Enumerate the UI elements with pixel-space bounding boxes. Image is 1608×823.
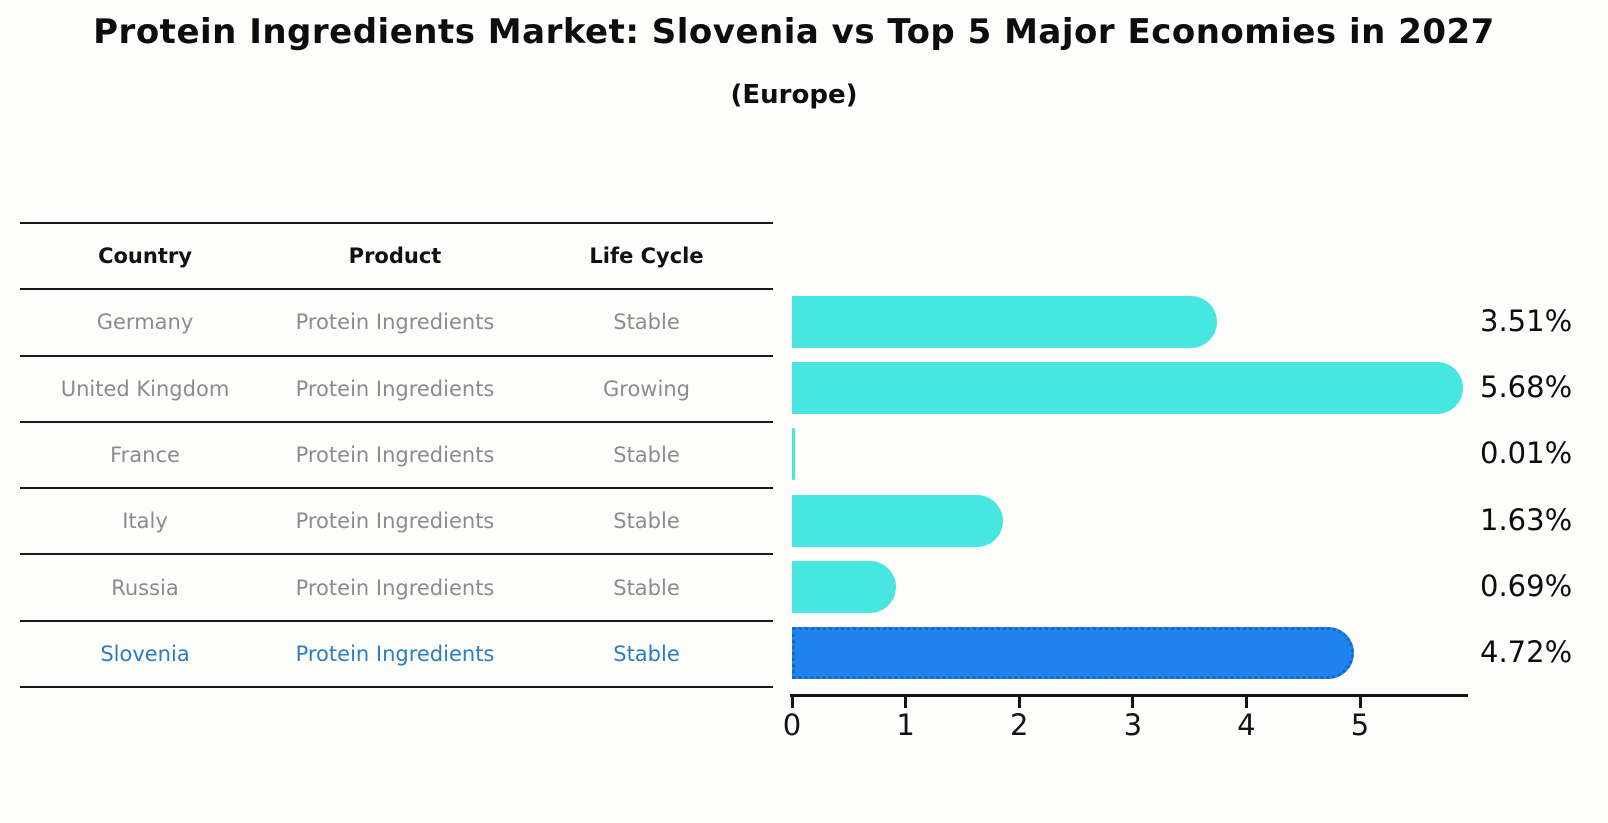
value-label-italy: 1.63%	[1480, 502, 1573, 537]
cell-life-cycle: Stable	[613, 443, 680, 468]
x-axis-tick-label: 5	[1350, 708, 1370, 742]
cell-life-cycle: Growing	[603, 376, 690, 401]
x-axis-tick-label: 2	[1009, 708, 1029, 742]
cell-product: Protein Ingredients	[295, 509, 495, 534]
column-header-life-cycle: Life Cycle	[589, 244, 704, 269]
x-axis-tick	[790, 697, 794, 708]
country-table: Country Product Life Cycle Germany Prote…	[20, 222, 773, 689]
column-header-product: Product	[348, 244, 442, 269]
cell-country: France	[110, 443, 180, 468]
x-axis-tick-label: 0	[782, 708, 802, 742]
cell-life-cycle: Stable	[613, 575, 680, 600]
cell-product: Protein Ingredients	[295, 443, 495, 468]
chart-title: Protein Ingredients Market: Slovenia vs …	[93, 12, 1495, 52]
x-axis-tick-label: 4	[1237, 708, 1256, 742]
cell-country: Germany	[96, 310, 194, 335]
bar-germany	[792, 296, 1217, 348]
cell-country: Slovenia	[100, 641, 190, 666]
cell-country: United Kingdom	[60, 376, 230, 401]
value-label-russia: 0.69%	[1480, 568, 1573, 603]
x-axis-tick	[1358, 697, 1362, 708]
value-label-france: 0.01%	[1480, 436, 1573, 471]
bar-slovenia	[792, 627, 1355, 679]
cell-product: Protein Ingredients	[295, 310, 495, 335]
cell-life-cycle: Stable	[613, 310, 680, 335]
table-row: France Protein Ingredients Stable	[20, 423, 773, 490]
x-axis-tick-label: 1	[896, 708, 915, 742]
table-row: Germany Protein Ingredients Stable	[20, 290, 773, 357]
table-row: Russia Protein Ingredients Stable	[20, 555, 773, 622]
x-axis	[790, 694, 1468, 697]
cell-product: Protein Ingredients	[295, 376, 495, 401]
cell-life-cycle: Stable	[613, 509, 680, 534]
bar-russia	[792, 560, 897, 613]
x-axis-tick	[1244, 697, 1248, 708]
table-row: United Kingdom Protein Ingredients Growi…	[20, 357, 773, 423]
bar-united-kingdom	[792, 362, 1464, 415]
table-row: Italy Protein Ingredients Stable	[20, 489, 773, 556]
value-label-slovenia: 4.72%	[1480, 635, 1573, 669]
x-axis-tick	[1017, 697, 1021, 708]
bar-france	[792, 428, 795, 481]
x-axis-tick	[904, 697, 908, 708]
cell-country: Italy	[122, 509, 168, 534]
cell-life-cycle: Stable	[613, 641, 680, 666]
value-label-germany: 3.51%	[1480, 304, 1573, 338]
bar-italy	[792, 494, 1004, 547]
cell-product: Protein Ingredients	[295, 575, 495, 600]
cell-product: Protein Ingredients	[295, 641, 495, 666]
table-row-highlight-slovenia: Slovenia Protein Ingredients Stable	[20, 622, 773, 689]
value-label-united-kingdom: 5.68%	[1480, 370, 1573, 405]
chart-subtitle: (Europe)	[730, 80, 858, 110]
cell-country: Russia	[111, 575, 179, 600]
x-axis-tick	[1131, 697, 1135, 708]
table-header-row: Country Product Life Cycle	[20, 224, 773, 291]
column-header-country: Country	[98, 244, 192, 269]
x-axis-tick-label: 3	[1123, 708, 1143, 742]
